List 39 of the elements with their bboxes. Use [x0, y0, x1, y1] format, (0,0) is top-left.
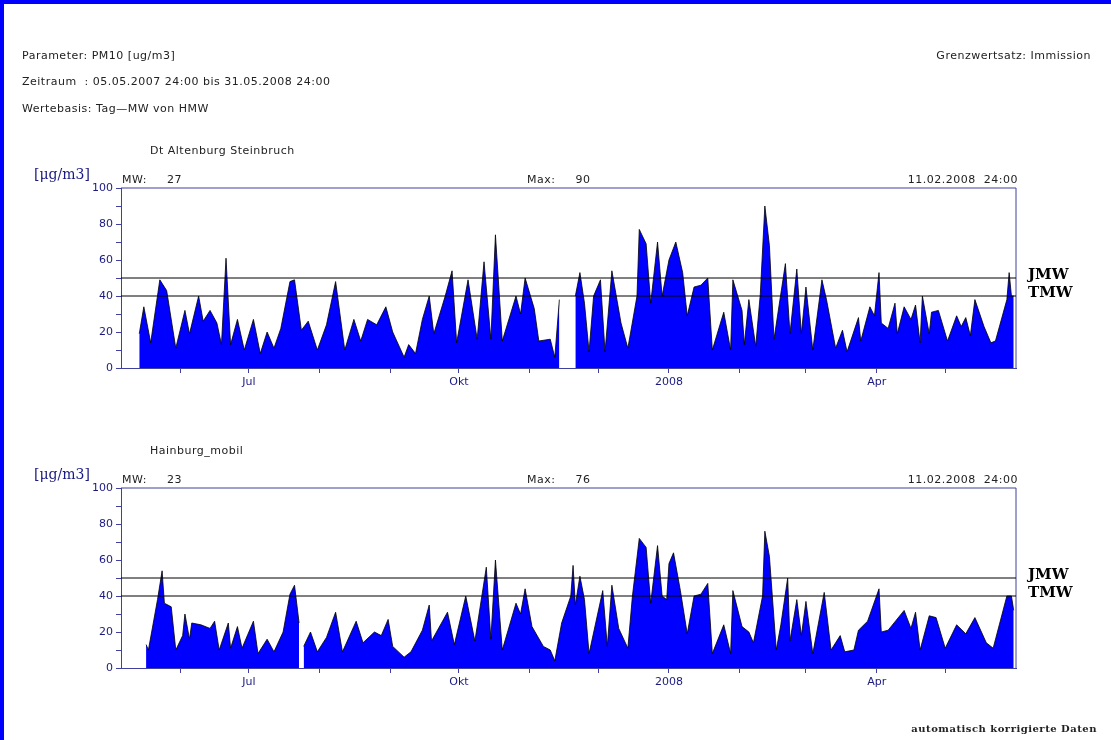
- x-tick-label: Okt: [449, 375, 470, 389]
- ref-line-label: TMW: [1028, 582, 1074, 601]
- x-tick-label: 2008: [654, 375, 683, 389]
- text: Zeitraum : 05.05.2007 24:00 bis 31.05.2008 24:00: [22, 75, 331, 89]
- ref-line-label: TMW: [1028, 282, 1074, 301]
- text: Max: 76: [527, 473, 591, 487]
- text: automatisch korrigierte Daten: [911, 722, 1097, 736]
- y-tick-label: 60: [99, 252, 113, 266]
- ref-line-label: JMW: [1026, 564, 1070, 583]
- ref-line-label: JMW: [1026, 264, 1070, 283]
- x-tick-label: 2008: [654, 675, 683, 689]
- y-tick-label: 20: [99, 324, 113, 338]
- chart-title: Hainburg_mobil: [150, 444, 244, 458]
- chart-title: Dt Altenburg Steinbruch: [150, 144, 295, 158]
- y-axis-title: [μg/m3]: [34, 466, 90, 482]
- y-tick-label: 100: [92, 180, 113, 194]
- x-tick-label: Okt: [449, 675, 470, 689]
- text: Max: 90: [527, 173, 591, 187]
- text: MW: 27: [122, 173, 182, 187]
- text: 11.02.2008 24:00: [907, 173, 1018, 187]
- y-tick-label: 0: [106, 660, 113, 674]
- y-tick-label: 80: [99, 216, 113, 230]
- y-tick-label: 0: [106, 360, 113, 374]
- x-tick-label: Jul: [241, 375, 256, 389]
- y-tick-label: 20: [99, 624, 113, 638]
- y-tick-label: 40: [99, 588, 113, 602]
- y-tick-label: 40: [99, 288, 113, 302]
- x-tick-label: Apr: [867, 675, 887, 689]
- y-tick-label: 80: [99, 516, 113, 530]
- text: 11.02.2008 24:00: [907, 473, 1018, 487]
- y-tick-label: 100: [92, 480, 113, 494]
- y-axis-title: [μg/m3]: [34, 166, 90, 182]
- text: Parameter: PM10 [ug/m3]: [22, 49, 176, 63]
- text: Wertebasis: Tag—MW von HMW: [22, 102, 209, 116]
- x-tick-label: Jul: [241, 675, 256, 689]
- x-tick-label: Apr: [867, 375, 887, 389]
- text: Grenzwertsatz: Immission: [936, 49, 1091, 63]
- text: MW: 23: [122, 473, 182, 487]
- y-tick-label: 60: [99, 552, 113, 566]
